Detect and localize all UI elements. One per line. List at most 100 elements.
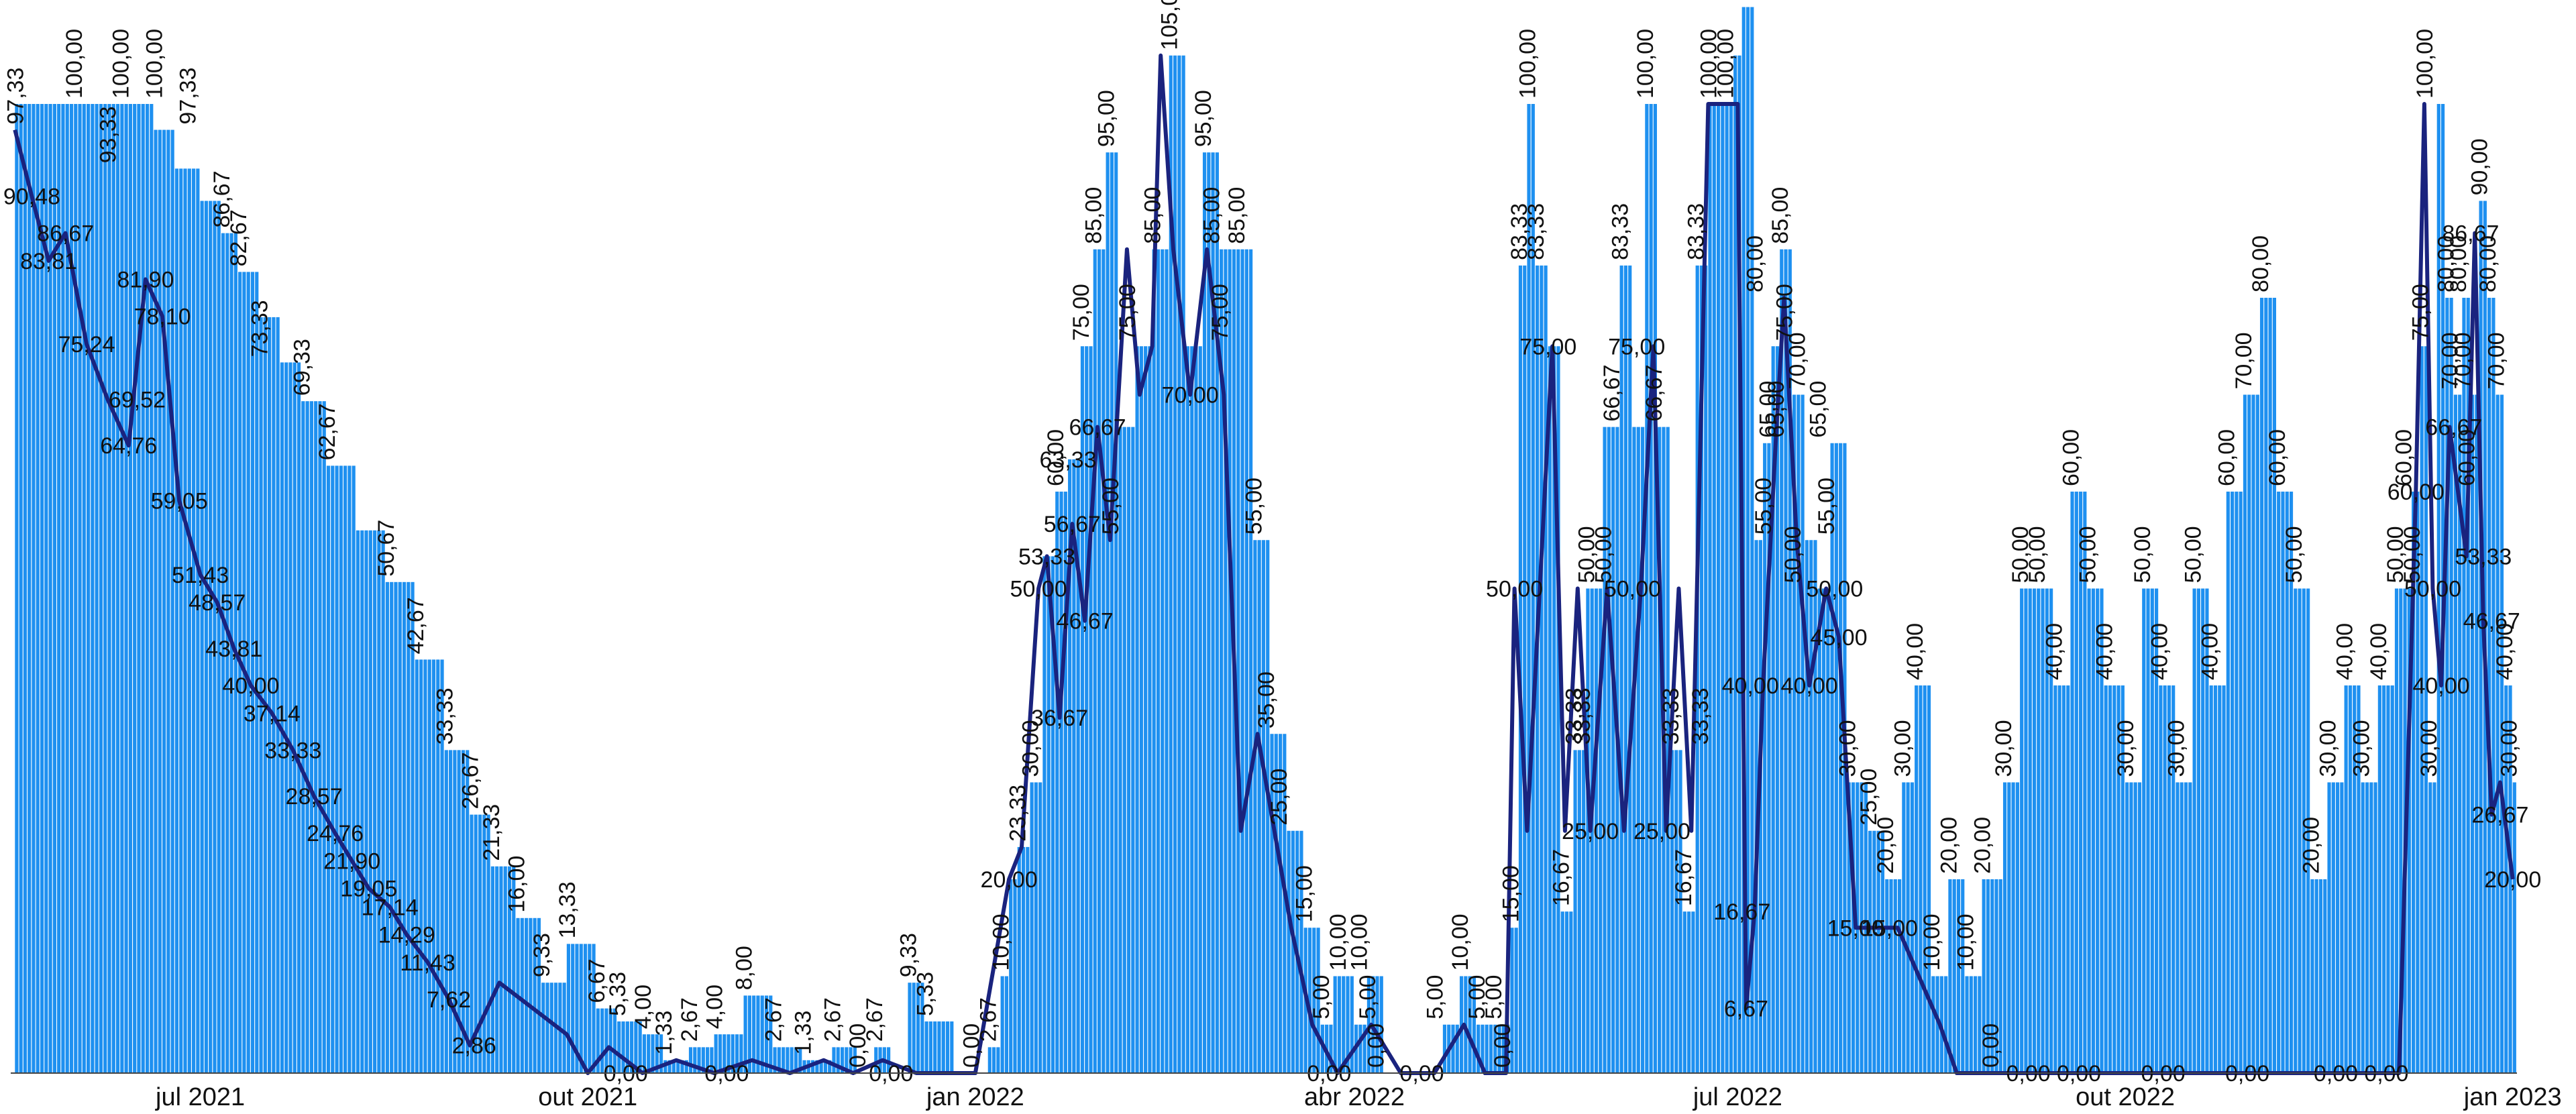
data-label: 15,00 <box>1498 865 1523 922</box>
bar <box>1737 55 1741 1073</box>
data-label: 5,00 <box>1481 975 1507 1019</box>
data-label: 63,33 <box>1039 447 1096 473</box>
data-label: 60,00 <box>2387 480 2445 505</box>
data-label: 43,81 <box>205 636 262 662</box>
bar <box>828 1060 832 1073</box>
data-label: 75,00 <box>1772 284 1798 341</box>
bar <box>992 1047 996 1073</box>
bar <box>179 168 183 1073</box>
data-label: 46,67 <box>1057 609 1114 634</box>
data-label: 40,00 <box>2332 623 2358 680</box>
bar-series <box>15 7 2516 1074</box>
data-label: 66,67 <box>1642 365 1667 422</box>
bar <box>2243 394 2247 1073</box>
bar <box>1653 104 1657 1073</box>
bar <box>1952 879 1956 1073</box>
bar <box>284 362 288 1073</box>
bar <box>360 530 364 1073</box>
bar <box>2407 588 2411 1073</box>
bar <box>1337 976 1342 1073</box>
bar <box>1839 443 1843 1073</box>
bar <box>1299 830 1303 1073</box>
bar <box>845 1047 849 1073</box>
data-label: 33,33 <box>1688 687 1713 744</box>
data-label: 20,00 <box>981 867 1038 893</box>
data-label: 50,00 <box>1806 577 1863 602</box>
bar <box>2100 588 2104 1073</box>
bar <box>549 983 553 1073</box>
bar <box>2377 685 2381 1073</box>
data-label: 40,00 <box>2366 623 2392 680</box>
bar <box>263 317 267 1073</box>
bar <box>937 1021 941 1073</box>
bar <box>19 104 23 1073</box>
bar <box>1771 346 1775 1073</box>
bar <box>1379 976 1383 1073</box>
bar <box>583 944 588 1073</box>
bar <box>566 944 571 1073</box>
bar <box>2020 588 2024 1073</box>
bar <box>840 1047 845 1073</box>
data-label: 33,33 <box>1570 687 1595 744</box>
bar <box>1472 976 1476 1073</box>
bar <box>364 530 368 1073</box>
bar <box>1240 249 1244 1073</box>
bar <box>2061 685 2066 1073</box>
bar <box>99 104 103 1073</box>
bar <box>453 750 457 1073</box>
bar <box>1847 782 1851 1073</box>
bar <box>449 750 453 1073</box>
data-label: 11,43 <box>400 950 455 976</box>
bar <box>1257 540 1261 1073</box>
bar <box>2310 879 2314 1073</box>
bar <box>1017 846 1021 1073</box>
bar <box>642 1034 647 1073</box>
bar <box>82 104 86 1073</box>
bar <box>714 1034 718 1073</box>
data-label: 10,00 <box>1326 913 1351 970</box>
bar <box>259 317 263 1073</box>
data-label: 82,67 <box>226 209 252 266</box>
bar <box>608 1008 612 1073</box>
bar <box>2264 298 2268 1073</box>
bar <box>2475 394 2479 1073</box>
bar <box>2365 782 2369 1073</box>
bar <box>1978 976 1982 1073</box>
bar <box>1544 265 1548 1073</box>
data-label: 40,00 <box>2492 623 2518 680</box>
bar <box>2298 588 2302 1073</box>
bar <box>1809 540 1813 1073</box>
bar <box>739 1034 743 1073</box>
bar <box>1055 492 1059 1073</box>
data-label: 16,67 <box>1549 849 1574 906</box>
bar <box>1333 976 1337 1073</box>
data-label: 85,00 <box>1140 187 1166 244</box>
bar <box>592 944 596 1073</box>
bar <box>667 1060 672 1073</box>
bar <box>747 995 751 1073</box>
bar <box>1253 540 1257 1073</box>
data-label: 2,67 <box>976 997 1002 1042</box>
x-tick-label: jan 2022 <box>926 1083 1024 1111</box>
data-label: 65,00 <box>1755 381 1780 438</box>
bar <box>638 1021 642 1073</box>
bar <box>1876 830 1880 1073</box>
bar <box>2078 492 2083 1073</box>
bar <box>1577 750 1581 1073</box>
bar <box>769 995 773 1073</box>
bar <box>1986 879 1990 1073</box>
bar <box>2479 201 2483 1073</box>
bar <box>255 272 259 1073</box>
data-label: 55,00 <box>1241 478 1267 535</box>
line-series-path <box>13 53 2515 1075</box>
bar <box>1080 346 1085 1073</box>
bar <box>107 104 111 1073</box>
bar <box>1935 976 1939 1073</box>
bar <box>196 168 200 1073</box>
data-label: 85,00 <box>1768 187 1793 244</box>
bar <box>23 104 28 1073</box>
bar <box>941 1021 945 1073</box>
bar <box>2394 588 2399 1073</box>
data-label: 83,33 <box>1684 203 1709 260</box>
